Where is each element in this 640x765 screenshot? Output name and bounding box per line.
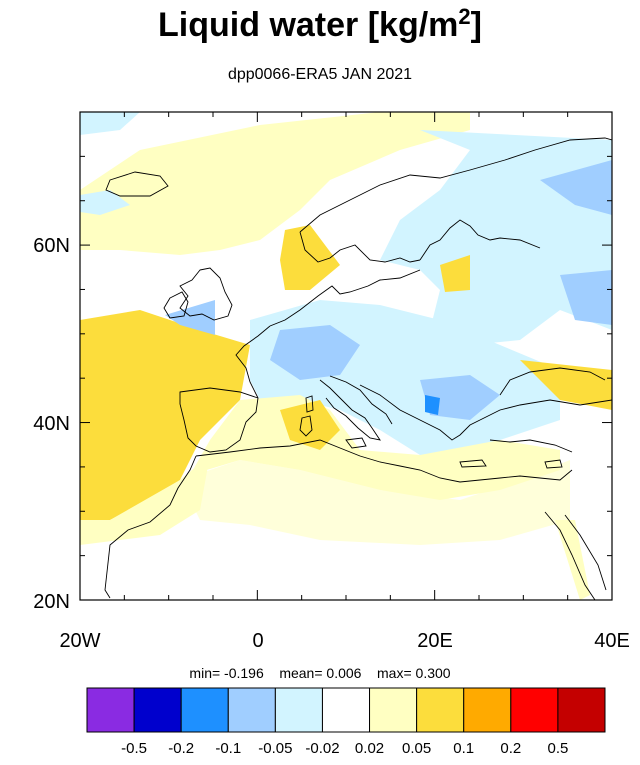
colorbar-swatch xyxy=(133,687,182,733)
map-subtitle: dpp0066-ERA5 JAN 2021 xyxy=(227,66,413,83)
coastline-cyprus xyxy=(544,459,563,469)
map-title: Liquid water [kg/m2] xyxy=(158,4,482,44)
min-value: -0.196 xyxy=(224,665,264,681)
colorbar-label: 0.5 xyxy=(547,740,569,757)
mean-label: mean= xyxy=(279,665,323,681)
colorbar-label: -0.05 xyxy=(258,740,293,757)
colorbar-swatch xyxy=(274,687,323,733)
coastline-corsica xyxy=(305,395,314,413)
colorbar-swatch xyxy=(321,687,371,733)
y-tick-label-40n: 40N xyxy=(33,413,70,435)
y-tick-label-20n: 20N xyxy=(33,591,70,613)
coastline-france xyxy=(235,325,271,399)
colorbar-label: -0.2 xyxy=(168,740,195,757)
x-tick-label-20w: 20W xyxy=(59,630,100,652)
colorbar-swatch xyxy=(510,687,559,733)
coastline-italy xyxy=(319,379,381,441)
coastline-turkey xyxy=(479,399,612,421)
colorbar-swatch xyxy=(416,687,465,733)
field-layer xyxy=(80,112,612,600)
coastline-balkans xyxy=(359,384,481,441)
colorbar-label: -0.1 xyxy=(215,740,242,757)
colorbar-swatch xyxy=(86,687,135,733)
coastline-finland xyxy=(419,219,541,261)
max-label: max= xyxy=(377,665,412,681)
x-tick-label-40e: 40E xyxy=(594,630,630,652)
colorbar-label: 0.05 xyxy=(402,740,432,757)
coastline-sicily xyxy=(345,437,367,449)
max-value: 0.300 xyxy=(415,665,451,681)
coastline-north-sea xyxy=(269,269,421,327)
coastline-north-africa xyxy=(195,439,573,483)
mean-value: 0.006 xyxy=(326,665,362,681)
coastline-italy-east xyxy=(329,375,393,425)
colorbar-label: 0.1 xyxy=(453,740,475,757)
coastline-black-sea xyxy=(499,367,606,396)
coastline-sardinia xyxy=(299,415,313,437)
colorbar xyxy=(86,687,606,733)
coastline-turkey-south xyxy=(489,439,573,453)
coastline-crete xyxy=(459,459,487,468)
coastline-britain xyxy=(179,267,233,321)
coastline-norway-south xyxy=(299,231,421,263)
colorbar-swatch xyxy=(557,687,606,733)
colorbar-swatch xyxy=(463,687,512,733)
stats-line: min= -0.196 mean= 0.006 max= 0.300 xyxy=(0,665,640,681)
colorbar-label: -0.02 xyxy=(305,740,340,757)
axis-tick-labels: 20W 0 20E 40E 60N 40N 20N xyxy=(33,235,630,652)
x-tick-label-0: 0 xyxy=(252,630,263,652)
coastline-iberia xyxy=(179,387,259,453)
coastline-red-sea-w xyxy=(564,514,607,591)
colorbar-label: 0.02 xyxy=(354,740,385,757)
coastline-red-sea xyxy=(544,511,596,600)
min-label: min= xyxy=(189,665,221,681)
coastline-iceland xyxy=(105,171,169,197)
x-tick-label-20e: 20E xyxy=(417,630,453,652)
y-tick-label-60n: 60N xyxy=(33,235,70,257)
coastline-ireland xyxy=(163,291,189,319)
colorbar-label: 0.2 xyxy=(500,740,522,757)
colorbar-swatch xyxy=(180,687,229,733)
colorbar-swatch xyxy=(227,687,276,733)
coastlines xyxy=(104,137,612,600)
colorbar-swatch xyxy=(369,687,418,733)
colorbar-label: -0.5 xyxy=(121,740,148,757)
axis-ticks xyxy=(79,112,613,601)
coastline-scandinavia xyxy=(299,137,612,233)
coastline-africa-west xyxy=(104,455,197,599)
